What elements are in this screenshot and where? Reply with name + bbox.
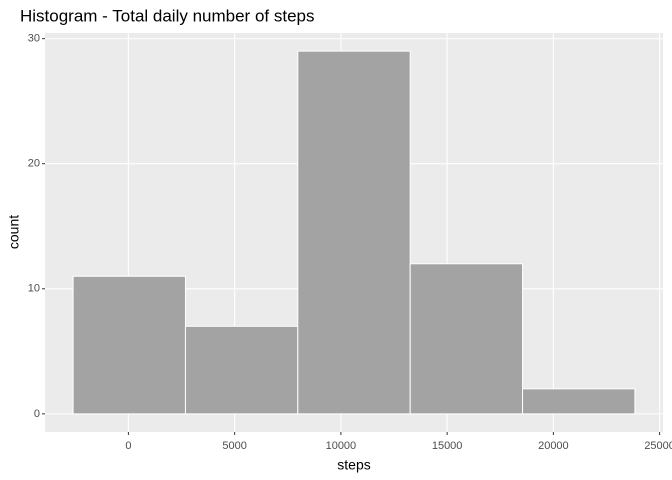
- bar: [409, 263, 524, 415]
- x-tick-label: 25000: [644, 440, 672, 452]
- y-tick-label: 20: [28, 158, 40, 170]
- chart-title: Histogram - Total daily number of steps: [20, 6, 314, 25]
- x-tick-label: 20000: [538, 440, 569, 452]
- bar: [184, 325, 299, 415]
- y-tick-label: 10: [28, 283, 40, 295]
- y-tick-label: 0: [34, 408, 40, 420]
- x-tick-label: 10000: [326, 440, 357, 452]
- bar: [522, 388, 636, 415]
- x-tick-label: 5000: [222, 440, 246, 452]
- x-tick-label: 15000: [432, 440, 463, 452]
- x-tick-label: 0: [125, 440, 131, 452]
- y-tick-label: 30: [28, 33, 40, 45]
- y-axis-title: count: [6, 215, 22, 249]
- x-axis-title: steps: [337, 457, 370, 473]
- bar: [72, 275, 186, 415]
- bar: [297, 50, 411, 415]
